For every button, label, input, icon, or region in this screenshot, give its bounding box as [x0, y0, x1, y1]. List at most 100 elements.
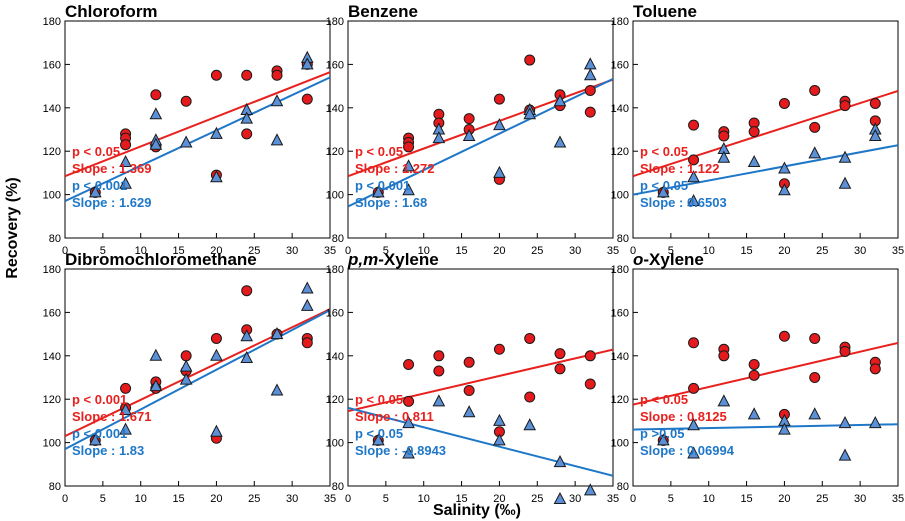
data-point-blue [432, 131, 446, 144]
y-tick-label: 120 [611, 394, 629, 406]
x-tick-label: 30 [286, 493, 298, 505]
data-point-blue [747, 154, 761, 168]
x-tick-label: 10 [418, 245, 430, 257]
x-tick-label: 25 [531, 245, 543, 257]
data-point-blue [583, 483, 597, 496]
data-point-blue [583, 57, 597, 70]
panel-title-part: Dibromochloromethane [65, 250, 257, 269]
data-point-red [778, 97, 790, 109]
data-point-blue [553, 135, 567, 148]
x-tick-label: 30 [569, 245, 581, 257]
data-point-red [403, 358, 415, 370]
data-point-red [584, 350, 596, 362]
panel-title-part: -Xylene [643, 250, 703, 269]
data-point-red [241, 128, 253, 140]
plot-frame [347, 20, 614, 239]
data-point-red [524, 332, 536, 344]
data-point-red [688, 382, 700, 394]
data-point-red [748, 126, 760, 138]
y-tick-label: 160 [43, 59, 61, 71]
data-point-blue [179, 372, 193, 385]
panel-2: 0 5 10 15 20 25 30 3580100120140160180Benzenep … [326, 2, 619, 257]
fit-line-blue [348, 406, 613, 477]
data-point-red [809, 84, 821, 96]
panel-title: Benzene [348, 2, 418, 21]
x-tick-label: 10 [135, 245, 147, 257]
plot-frame [64, 20, 331, 239]
x-tick-label: 35 [892, 493, 904, 505]
stat-label-red: p < 0.05 [355, 144, 403, 159]
x-tick-label: 0 [345, 493, 351, 505]
x-tick-label: 25 [531, 493, 543, 505]
y-tick-label: 120 [326, 394, 344, 406]
x-tick-label: 15 [740, 493, 752, 505]
data-point-blue [149, 137, 163, 150]
y-tick-label: 180 [326, 16, 344, 28]
data-point-blue [402, 159, 415, 172]
data-point-red [748, 358, 760, 370]
data-point-red [839, 345, 851, 357]
panel-title-part: p,m [347, 250, 378, 269]
y-axis-label: Recovery (%) [4, 177, 21, 278]
x-tick-label: 30 [286, 245, 298, 257]
x-tick-label: 5 [383, 493, 389, 505]
stat-label-red: p < 0.05 [640, 144, 688, 159]
stat-label-red: p < 0.05 [72, 144, 120, 159]
x-tick-label: 30 [854, 245, 866, 257]
x-tick-label: 5 [383, 245, 389, 257]
panel-title: p,m-Xylene [347, 250, 439, 269]
data-point-red [433, 350, 445, 362]
data-point-blue [838, 448, 852, 461]
x-tick-label: 20 [210, 245, 222, 257]
y-tick-label: 160 [326, 307, 344, 319]
stat-label-red: Slope : 1.671 [72, 409, 151, 424]
data-point-red [584, 106, 596, 118]
data-point-blue [210, 170, 223, 183]
data-point-red [584, 84, 596, 96]
data-point-red [809, 372, 821, 383]
stat-label-blue: Slope : 0.06994 [640, 443, 735, 458]
data-point-blue [462, 405, 476, 418]
data-point-blue [523, 107, 537, 120]
y-tick-label: 180 [43, 16, 61, 28]
data-point-red [301, 93, 313, 105]
fit-line-red [65, 71, 330, 178]
data-point-red [869, 363, 881, 375]
data-point-blue [119, 154, 132, 168]
data-point-red [403, 395, 415, 407]
x-tick-label: 15 [172, 245, 184, 257]
data-point-red [210, 332, 222, 344]
data-point-red [524, 54, 536, 66]
data-point-red [241, 285, 253, 297]
x-tick-label: 0 [345, 245, 351, 257]
x-tick-label: 0 [630, 493, 636, 505]
stat-label-blue: p < 0.001 [72, 426, 127, 441]
fit-line-red [65, 308, 330, 437]
data-point-blue [240, 329, 254, 342]
data-point-red [688, 154, 700, 166]
x-tick-label: 5 [668, 493, 674, 505]
data-point-red [493, 343, 505, 355]
x-tick-label: 5 [668, 245, 674, 257]
x-tick-label: 25 [248, 493, 260, 505]
y-tick-label: 80 [332, 481, 344, 493]
data-point-red [301, 337, 313, 349]
stat-label-red: Slope : 1.122 [640, 161, 719, 176]
fit-line-blue [633, 144, 898, 196]
x-tick-label: 20 [493, 493, 505, 505]
y-tick-label: 120 [43, 394, 61, 406]
stat-label-blue: Slope : 0.6503 [640, 195, 727, 210]
stat-label-blue: p < 0.001 [72, 178, 127, 193]
data-point-red [463, 356, 475, 368]
y-tick-label: 160 [611, 307, 629, 319]
x-tick-label: 15 [455, 493, 467, 505]
y-tick-label: 80 [49, 233, 61, 245]
data-point-blue [687, 170, 700, 183]
x-tick-label: 5 [100, 493, 106, 505]
panel-title: Chloroform [65, 2, 158, 21]
data-point-blue [687, 446, 700, 459]
fit-line-red [348, 348, 613, 413]
panel-title-part: o [633, 250, 643, 269]
data-point-blue [119, 402, 132, 416]
